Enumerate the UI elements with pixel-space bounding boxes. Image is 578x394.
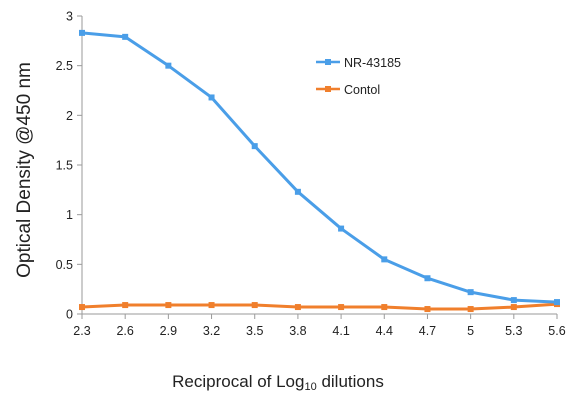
x-tick-label: 3.8 <box>289 324 306 338</box>
x-tick-label: 4.7 <box>419 324 436 338</box>
data-point-contol <box>510 304 517 311</box>
data-point-nr-43185 <box>338 225 345 232</box>
data-point-nr-43185 <box>424 275 431 282</box>
data-point-contol <box>294 304 301 311</box>
data-point-contol <box>338 304 345 311</box>
data-point-nr-43185 <box>208 94 215 101</box>
series-layer <box>79 29 560 313</box>
x-axis-title-tail: dilutions <box>317 372 384 391</box>
x-tick-label: 2.9 <box>160 324 177 338</box>
legend-marker-contol <box>325 86 331 92</box>
x-tick-label: 3.5 <box>246 324 263 338</box>
y-tick-label: 1 <box>66 208 73 222</box>
data-point-contol <box>79 304 85 311</box>
x-tick-label: 5.6 <box>548 324 565 338</box>
data-point-nr-43185 <box>554 299 560 306</box>
chart-axes <box>81 16 557 315</box>
x-axis-ticks: 2.3 2.6 2.9 3.2 3.5 3.8 4.1 4.4 4.7 5 5.3 5.6 <box>73 314 566 338</box>
y-axis-title: Optical Density @450 nm <box>14 62 35 278</box>
data-point-contol <box>467 306 474 313</box>
y-tick-label: 2.5 <box>56 59 73 73</box>
x-tick-label: 4.1 <box>332 324 349 338</box>
y-tick-label: 1.5 <box>56 159 73 173</box>
x-tick-label: 3.2 <box>203 324 220 338</box>
data-point-nr-43185 <box>79 29 85 36</box>
y-tick-label: 2 <box>66 109 73 123</box>
legend-label-nr-43185: NR-43185 <box>344 56 401 70</box>
y-tick-label: 0 <box>66 308 73 322</box>
chart-legend: NR-43185 Contol <box>316 56 401 97</box>
data-point-contol <box>165 302 172 309</box>
x-axis-title-main: Reciprocal of Log <box>172 372 304 391</box>
data-point-contol <box>424 306 431 313</box>
x-tick-label: 4.4 <box>376 324 393 338</box>
x-tick-label: 2.3 <box>73 324 90 338</box>
series-line-contol <box>80 302 559 311</box>
data-point-contol <box>208 302 215 309</box>
y-tick-label: 3 <box>66 10 73 24</box>
y-tick-label: 0.5 <box>56 258 73 272</box>
y-axis-ticks: 0 0.5 1 1.5 2 2.5 3 <box>56 10 82 322</box>
x-axis-title-subscript: 10 <box>304 381 316 393</box>
x-tick-label: 5.3 <box>505 324 522 338</box>
data-point-nr-43185 <box>251 143 258 150</box>
x-axis-title: Reciprocal of Log10 dilutions <box>172 372 384 393</box>
data-point-nr-43185 <box>294 188 301 195</box>
data-point-nr-43185 <box>467 289 474 296</box>
data-point-nr-43185 <box>122 33 129 40</box>
legend-marker-nr-43185 <box>325 59 331 65</box>
data-point-contol <box>381 304 388 311</box>
x-tick-label: 5 <box>467 324 474 338</box>
data-point-contol <box>251 302 258 309</box>
series-line-nr-43185 <box>80 31 559 304</box>
legend-label-contol: Contol <box>344 83 380 97</box>
data-point-nr-43185 <box>510 297 517 304</box>
data-point-nr-43185 <box>381 256 388 263</box>
data-point-nr-43185 <box>165 62 172 69</box>
data-point-contol <box>122 302 129 309</box>
x-tick-label: 2.6 <box>116 324 133 338</box>
